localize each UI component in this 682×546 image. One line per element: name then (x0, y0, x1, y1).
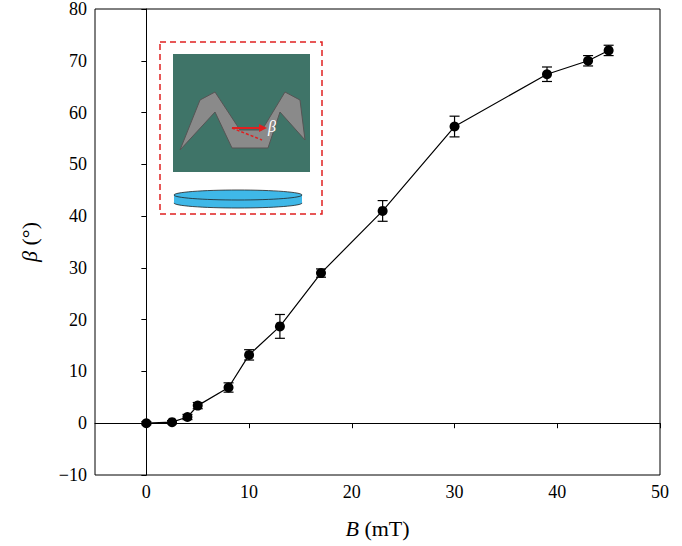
svg-text:60: 60 (69, 103, 87, 123)
svg-text:−10: −10 (59, 465, 87, 485)
svg-text:50: 50 (651, 482, 669, 502)
svg-text:0: 0 (78, 413, 87, 433)
svg-text:50: 50 (69, 154, 87, 174)
svg-text:40: 40 (69, 206, 87, 226)
svg-text:20: 20 (69, 310, 87, 330)
svg-text:(mT): (mT) (359, 516, 410, 541)
svg-text:70: 70 (69, 51, 87, 71)
svg-text:30: 30 (446, 482, 464, 502)
svg-text:10: 10 (69, 361, 87, 381)
svg-text:B: B (345, 516, 358, 541)
svg-text:(°): (°) (17, 222, 42, 251)
svg-text:10: 10 (240, 482, 258, 502)
svg-text:80: 80 (69, 0, 87, 19)
svg-text:β: β (17, 251, 42, 263)
svg-text:β: β (267, 118, 276, 136)
svg-text:0: 0 (142, 482, 151, 502)
svg-text:20: 20 (343, 482, 361, 502)
svg-text:30: 30 (69, 258, 87, 278)
svg-text:40: 40 (548, 482, 566, 502)
